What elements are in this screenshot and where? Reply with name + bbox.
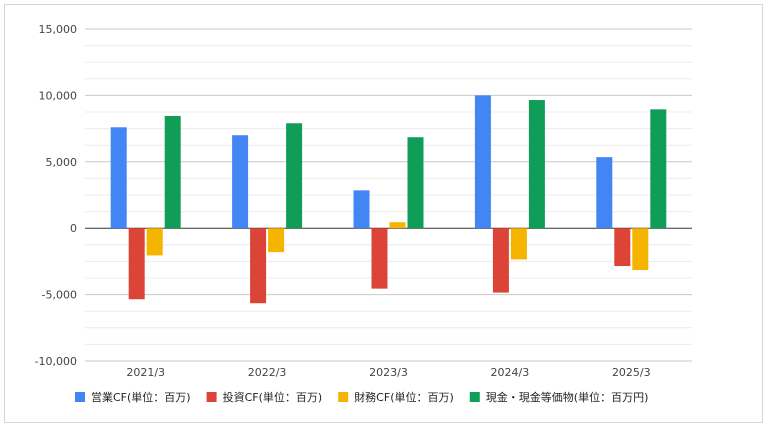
bar	[614, 228, 631, 267]
legend-label: 営業CF(単位：百万)	[91, 390, 191, 404]
legend-label: 財務CF(単位：百万)	[354, 390, 454, 404]
bar	[250, 228, 267, 304]
bar	[474, 95, 491, 229]
y-tick-label: -10,000	[35, 355, 77, 368]
legend-swatch	[469, 392, 480, 402]
y-tick-label: -5,000	[42, 289, 77, 302]
bar	[528, 100, 545, 229]
y-tick-label: 5,000	[46, 156, 78, 169]
bar	[650, 109, 667, 229]
legend-swatch	[75, 392, 85, 402]
bar	[353, 190, 370, 229]
y-tick-label: 15,000	[39, 23, 78, 36]
bar	[389, 222, 406, 229]
bar	[371, 228, 388, 289]
bar	[286, 123, 303, 229]
bar	[632, 228, 649, 271]
bar	[596, 157, 613, 229]
bar	[146, 228, 163, 256]
bar	[232, 135, 249, 229]
bar	[492, 228, 509, 293]
y-tick-label: 10,000	[39, 89, 78, 102]
y-axis-ticks: 15,000 10,000 5,000 0 -5,000 -10,000	[35, 23, 77, 368]
x-tick-label: 2025/3	[612, 366, 651, 379]
legend-swatch	[206, 392, 217, 402]
bar	[407, 137, 424, 229]
legend-label: 投資CF(単位：百万)	[223, 390, 323, 404]
y-tick-label: 0	[70, 222, 77, 235]
grid-lines	[85, 28, 692, 362]
x-axis-ticks: 2021/3 2022/3 2023/3 2024/3 2025/3	[126, 366, 650, 379]
bar	[268, 228, 285, 253]
bars	[110, 95, 667, 304]
x-tick-label: 2021/3	[126, 366, 165, 379]
x-tick-label: 2024/3	[491, 366, 530, 379]
legend-label: 現金・現金等価物(単位：百万円)	[486, 390, 649, 404]
chart-frame	[4, 4, 763, 423]
legend: 営業CF(単位：百万) 投資CF(単位：百万) 財務CF(単位：百万) 現金・現金等価…	[75, 390, 648, 404]
bar	[110, 127, 127, 229]
bar	[510, 228, 527, 260]
x-tick-label: 2023/3	[369, 366, 408, 379]
legend-swatch	[338, 392, 349, 402]
bar	[128, 228, 145, 300]
bar	[164, 115, 181, 229]
x-tick-label: 2022/3	[248, 366, 287, 379]
